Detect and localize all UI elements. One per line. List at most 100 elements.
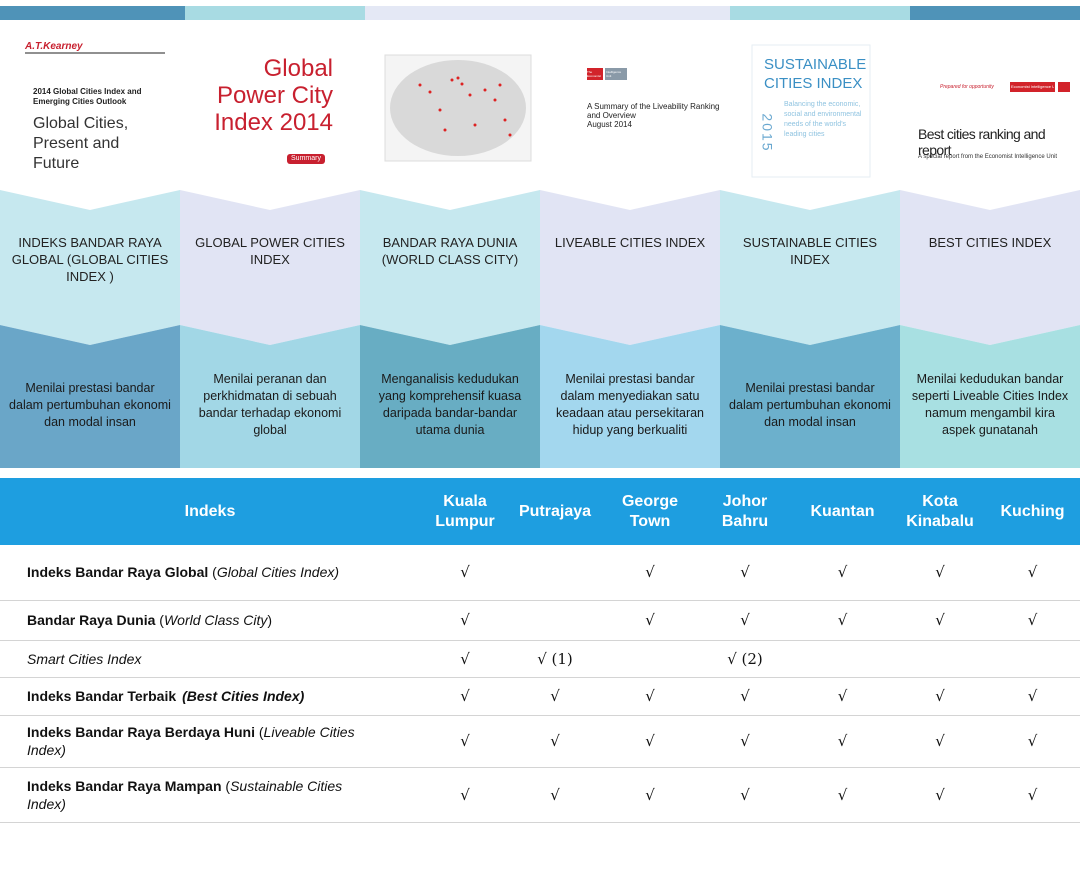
table-row: Indeks Bandar Raya Mampan (Sustainable C…: [0, 767, 1080, 822]
logo-text: The Economist: [587, 70, 603, 80]
check-cell: √: [790, 715, 895, 767]
table-body: Indeks Bandar Raya Global (Global Cities…: [0, 545, 1080, 822]
check-cell: [985, 640, 1080, 677]
row-label: Indeks Bandar Terbaik(Best Cities Index): [0, 677, 420, 715]
check-mark: √: [935, 732, 945, 750]
check-mark: √: [935, 611, 945, 629]
label-part: (: [155, 612, 164, 628]
check-cell: [510, 545, 600, 600]
index-description: Menganalisis kedudukan yang komprehensif…: [367, 360, 533, 450]
row-label: Indeks Bandar Raya Berdaya Huni (Liveabl…: [0, 715, 420, 767]
header-cell: Kota Kinabalu: [895, 478, 985, 545]
cover-line: and Overview: [587, 111, 720, 120]
label-part: Indeks Bandar Raya Global: [27, 564, 208, 580]
header-cell: Indeks: [0, 478, 420, 545]
header-cell: Kuala Lumpur: [420, 478, 510, 545]
label-part: World Class City: [164, 612, 267, 628]
row-label: Indeks Bandar Raya Mampan (Sustainable C…: [0, 767, 420, 822]
check-cell: √: [985, 677, 1080, 715]
check-cell: √: [790, 600, 895, 640]
top-strip: [730, 6, 910, 20]
header-cell: Johor Bahru: [700, 478, 790, 545]
check-mark: √: [1028, 563, 1038, 581]
map-globe: [390, 60, 526, 156]
cover-text: Balancing the economic, social and envir…: [784, 100, 868, 140]
check-mark: √: [460, 563, 470, 581]
logo-text: Intelligence Unit: [606, 70, 626, 80]
check-mark: √: [645, 563, 655, 581]
check-mark: √: [740, 732, 750, 750]
check-mark: √: [838, 563, 848, 581]
header-cell: Kuantan: [790, 478, 895, 545]
cover-subtitle: 2014 Global Cities Index and Emerging Ci…: [33, 87, 158, 107]
cover-title: Global Cities, Present and Future: [33, 114, 168, 174]
cover-year: 2015: [760, 113, 776, 152]
check-mark: √: [935, 687, 945, 705]
page: A.T.Kearney 2014 Global Cities Index and…: [0, 0, 1080, 883]
check-cell: √: [600, 600, 700, 640]
check-cell: √: [420, 715, 510, 767]
check-mark: √: [838, 687, 848, 705]
label-part: Indeks Bandar Terbaik: [27, 688, 176, 704]
check-mark: √: [550, 786, 560, 804]
check-mark: √ (2): [727, 650, 763, 668]
cover-tagline: Prepared for opportunity: [940, 84, 994, 90]
check-mark: √: [645, 687, 655, 705]
check-mark: √: [460, 687, 470, 705]
check-cell: √ (2): [700, 640, 790, 677]
logo-box: [1058, 82, 1070, 92]
check-cell: √: [700, 600, 790, 640]
cover-title: Global Power City Index 2014: [208, 55, 333, 136]
name-band: [540, 190, 720, 345]
cover-line: August 2014: [587, 120, 720, 129]
index-name: SUSTAINABLE CITIES INDEX: [730, 234, 890, 268]
check-mark: √: [550, 732, 560, 750]
check-mark: √: [935, 563, 945, 581]
check-cell: √: [600, 767, 700, 822]
check-cell: √: [600, 545, 700, 600]
check-cell: √: [420, 640, 510, 677]
check-cell: [895, 640, 985, 677]
index-name: BEST CITIES INDEX: [910, 234, 1070, 251]
check-cell: √: [510, 677, 600, 715]
check-mark: √: [645, 786, 655, 804]
cover-line: A Summary of the Liveability Ranking: [587, 102, 720, 111]
check-mark: √: [838, 786, 848, 804]
cover-subtitle: A special report from the Economist Inte…: [918, 154, 1057, 160]
top-strip: [0, 6, 185, 20]
check-mark: √: [838, 732, 848, 750]
top-strip: [185, 6, 365, 20]
check-cell: √: [790, 677, 895, 715]
label-part: ): [267, 612, 272, 628]
check-cell: √: [420, 545, 510, 600]
check-cell: √: [985, 715, 1080, 767]
check-cell: [790, 640, 895, 677]
cover-tag: Summary: [287, 154, 325, 164]
check-cell: √: [985, 545, 1080, 600]
table-row: Indeks Bandar Terbaik(Best Cities Index)…: [0, 677, 1080, 715]
check-cell: √: [790, 767, 895, 822]
check-mark: √: [935, 786, 945, 804]
index-name: LIVEABLE CITIES INDEX: [550, 234, 710, 251]
check-cell: √: [700, 715, 790, 767]
index-description: Menilai prestasi bandar dalam pertumbuha…: [727, 360, 893, 450]
top-strip: [910, 6, 1080, 20]
check-mark: √: [740, 687, 750, 705]
cover-text: A Summary of the Liveability Ranking and…: [587, 102, 720, 129]
cover-publisher: A.T.Kearney: [25, 41, 83, 52]
check-mark: √: [1028, 786, 1038, 804]
table-row: Smart Cities Index√√ (1)√ (2): [0, 640, 1080, 677]
check-mark: √: [550, 687, 560, 705]
check-mark: √: [740, 611, 750, 629]
check-mark: √: [645, 611, 655, 629]
check-cell: √: [895, 600, 985, 640]
check-cell: √: [700, 677, 790, 715]
label-part: Bandar Raya Dunia: [27, 612, 155, 628]
header-cell: Kuching: [985, 478, 1080, 545]
label-part: Smart Cities Index: [27, 651, 141, 667]
check-mark: √: [1028, 732, 1038, 750]
check-cell: √: [790, 545, 895, 600]
check-mark: √: [645, 732, 655, 750]
name-band: [900, 190, 1080, 345]
logo-text: Economist Intelligence Unit: [1011, 84, 1054, 89]
